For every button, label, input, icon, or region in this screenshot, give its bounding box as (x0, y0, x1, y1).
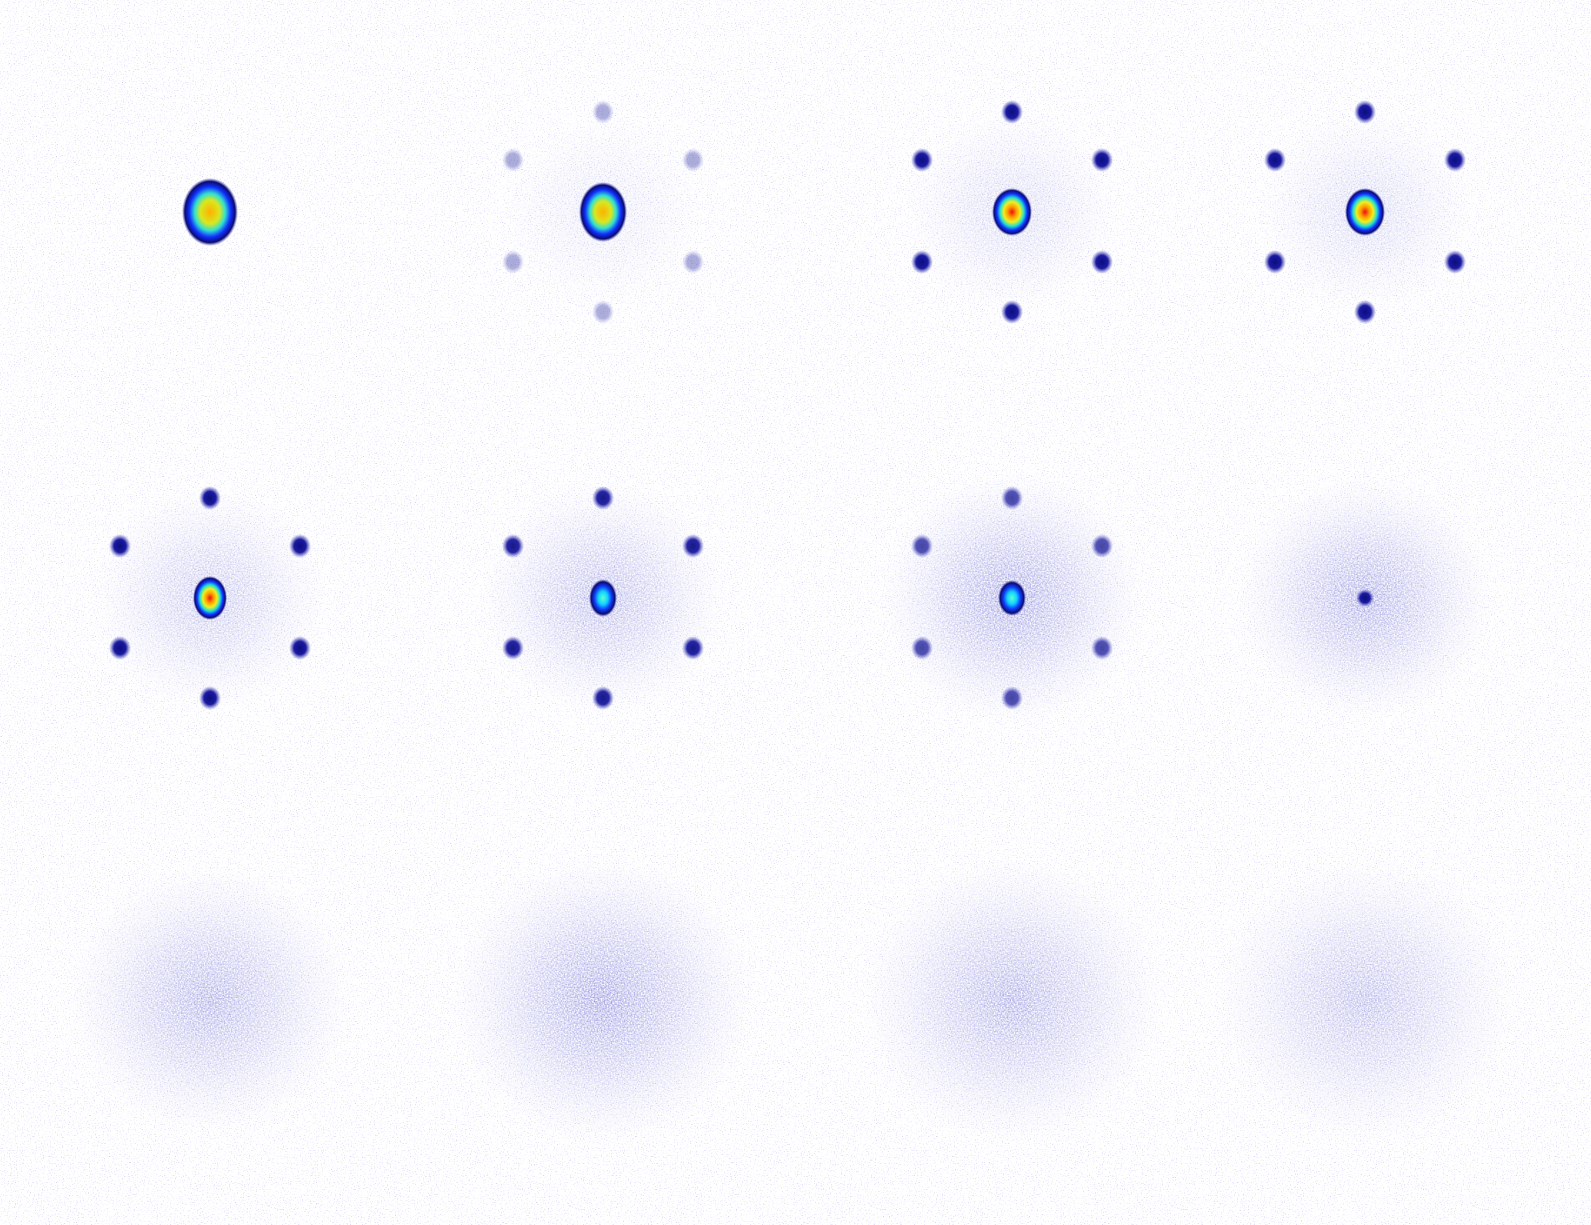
side-peak (682, 148, 704, 172)
side-peak (911, 534, 933, 558)
side-peak (911, 636, 933, 660)
side-peak (1264, 250, 1286, 274)
side-peak (1354, 100, 1376, 124)
side-peak (1444, 250, 1466, 274)
diffraction-pattern (852, 848, 1172, 1152)
diffraction-pattern (897, 100, 1127, 324)
diffraction-pattern (473, 474, 733, 722)
thermal-halo (60, 857, 360, 1143)
side-peak (1001, 100, 1023, 124)
side-peak (109, 534, 131, 558)
diffraction-pattern (85, 479, 335, 717)
central-peak (998, 580, 1026, 616)
diffraction-pattern (443, 848, 763, 1152)
side-peak (1091, 148, 1113, 172)
thermal-halo (852, 848, 1172, 1152)
side-peak (1354, 300, 1376, 324)
side-peak (1091, 534, 1113, 558)
side-peak (199, 686, 221, 710)
central-peak (193, 576, 227, 620)
thermal-halo (1205, 848, 1525, 1152)
side-peak (1444, 148, 1466, 172)
central-peak (589, 579, 617, 617)
central-peak (182, 178, 238, 246)
diffraction-pattern (1250, 100, 1480, 324)
central-peak (1356, 589, 1374, 607)
thermal-halo (443, 848, 763, 1152)
side-peak (911, 250, 933, 274)
side-peak (289, 534, 311, 558)
side-peak (502, 148, 524, 172)
side-peak (592, 300, 614, 324)
side-peak (502, 250, 524, 274)
diffraction-pattern (493, 100, 713, 324)
central-peak (1345, 188, 1385, 236)
side-peak (1001, 300, 1023, 324)
side-peak (1001, 486, 1023, 510)
diffraction-pattern (872, 465, 1152, 731)
side-peak (592, 100, 614, 124)
side-peak (502, 636, 524, 660)
side-peak (289, 636, 311, 660)
side-peak (1264, 148, 1286, 172)
side-peak (109, 636, 131, 660)
side-peak (592, 486, 614, 510)
diffraction-pattern (1230, 469, 1500, 727)
diffraction-pattern (60, 857, 360, 1143)
side-peak (1091, 250, 1113, 274)
central-peak (579, 182, 627, 242)
side-peak (502, 534, 524, 558)
side-peak (1001, 686, 1023, 710)
side-peak (682, 534, 704, 558)
side-peak (911, 148, 933, 172)
diffraction-pattern (1205, 848, 1525, 1152)
diffraction-pattern (182, 178, 238, 246)
central-peak (992, 188, 1032, 236)
side-peak (592, 686, 614, 710)
side-peak (1091, 636, 1113, 660)
side-peak (682, 250, 704, 274)
side-peak (199, 486, 221, 510)
side-peak (682, 636, 704, 660)
